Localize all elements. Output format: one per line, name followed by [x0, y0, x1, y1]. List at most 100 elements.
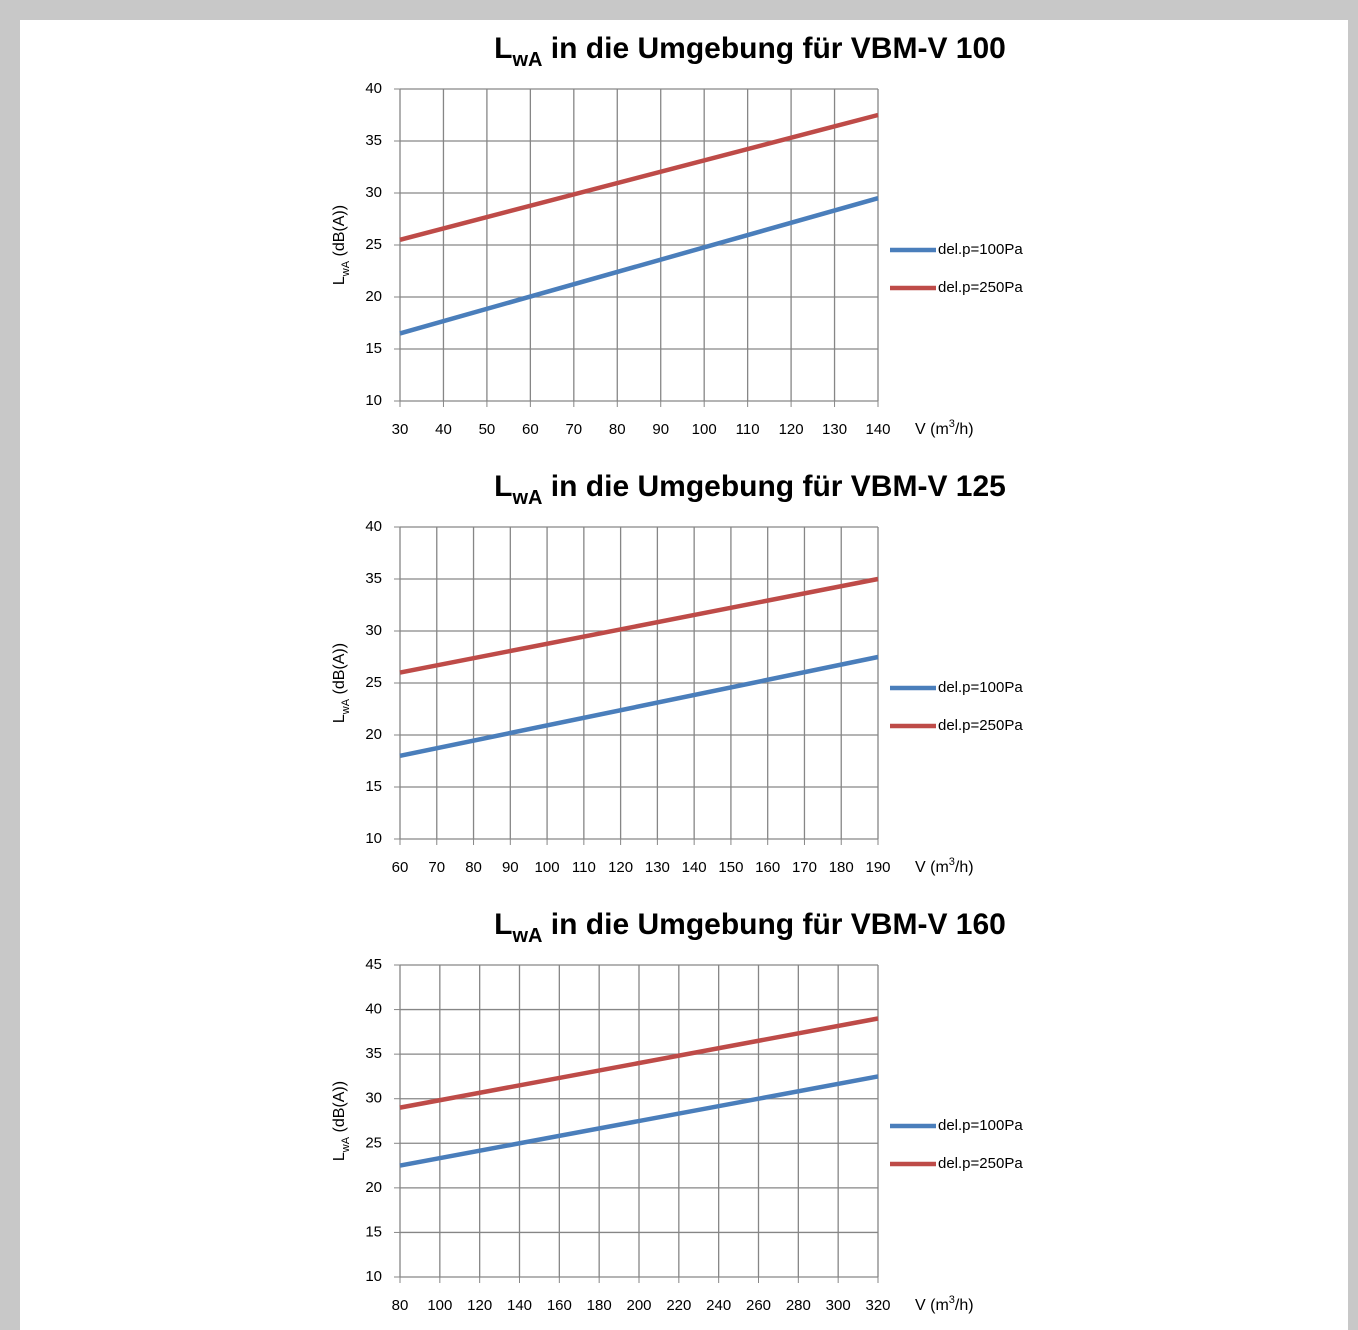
series-line	[399, 1074, 879, 1168]
x-tick-label: 190	[865, 859, 890, 876]
x-axis-label-part: 3	[949, 1294, 955, 1306]
y-axis-label: LwA (dB(A))	[331, 205, 352, 285]
x-axis-label-part: V (m	[915, 421, 949, 438]
x-tick-label: 120	[608, 859, 633, 876]
x-tick-label: 80	[465, 859, 482, 876]
x-tick-label: 120	[779, 421, 804, 438]
x-tick-label: 100	[692, 421, 717, 438]
y-tick-label: 40	[365, 518, 382, 535]
x-tick-label: 180	[587, 1297, 612, 1314]
y-axis-label-part: wA	[340, 260, 352, 277]
chart-title-part: in die Umgebung für VBM-V 100	[542, 32, 1005, 65]
x-tick-label: 300	[826, 1297, 851, 1314]
y-axis-label-part: L	[331, 714, 348, 723]
x-axis-label-part: /h)	[955, 421, 974, 438]
x-axis-label-part: V (m	[915, 1297, 949, 1314]
y-tick-label: 15	[365, 340, 382, 357]
x-axis-label-part: /h)	[955, 1297, 974, 1314]
x-tick-label: 90	[652, 421, 669, 438]
y-tick-label: 30	[365, 622, 382, 639]
x-tick-label: 120	[467, 1297, 492, 1314]
x-tick-label: 130	[645, 859, 670, 876]
x-tick-label: 60	[392, 859, 409, 876]
x-tick-label: 240	[706, 1297, 731, 1314]
legend-label: del.p=250Pa	[938, 279, 1023, 296]
y-tick-label: 35	[365, 1045, 382, 1062]
y-axis-label-part: (dB(A))	[331, 205, 348, 261]
x-axis-label-part: V (m	[915, 859, 949, 876]
x-tick-label: 130	[822, 421, 847, 438]
x-tick-label: 160	[547, 1297, 572, 1314]
y-tick-label: 45	[365, 956, 382, 973]
x-tick-label: 80	[609, 421, 626, 438]
y-tick-label: 15	[365, 778, 382, 795]
y-tick-label: 40	[365, 80, 382, 97]
x-tick-label: 100	[535, 859, 560, 876]
y-axis-label-part: L	[331, 1152, 348, 1161]
x-tick-label: 180	[829, 859, 854, 876]
chart-title: LwA in die Umgebung für VBM-V 160	[494, 908, 1006, 947]
x-tick-label: 140	[682, 859, 707, 876]
series-line	[399, 1016, 879, 1110]
x-tick-label: 220	[666, 1297, 691, 1314]
x-tick-label: 110	[572, 859, 596, 876]
x-tick-label: 80	[392, 1297, 409, 1314]
y-tick-label: 20	[365, 726, 382, 743]
chart-title-part: wA	[511, 487, 542, 509]
x-tick-label: 150	[718, 859, 743, 876]
x-tick-label: 260	[746, 1297, 771, 1314]
x-tick-label: 40	[435, 421, 452, 438]
legend-label: del.p=100Pa	[938, 679, 1023, 696]
y-axis-label-part: L	[331, 276, 348, 285]
y-tick-label: 35	[365, 570, 382, 587]
legend-label: del.p=100Pa	[938, 1117, 1023, 1134]
x-tick-label: 280	[786, 1297, 811, 1314]
y-tick-label: 30	[365, 184, 382, 201]
chart-title-part: L	[494, 908, 512, 941]
y-tick-label: 10	[365, 392, 382, 409]
y-axis-label: LwA (dB(A))	[331, 1081, 352, 1161]
legend-label: del.p=250Pa	[938, 717, 1023, 734]
y-tick-label: 20	[365, 1179, 382, 1196]
chart-title-part: wA	[511, 49, 542, 71]
y-axis-label-part: wA	[340, 1136, 352, 1153]
x-tick-label: 30	[392, 421, 409, 438]
y-tick-label: 15	[365, 1223, 382, 1240]
y-tick-label: 35	[365, 132, 382, 149]
x-tick-label: 200	[626, 1297, 651, 1314]
x-tick-label: 110	[736, 421, 760, 438]
background	[20, 20, 1348, 1330]
chart-title: LwA in die Umgebung für VBM-V 125	[494, 470, 1006, 509]
legend-label: del.p=250Pa	[938, 1155, 1023, 1172]
y-axis-label-part: (dB(A))	[331, 1081, 348, 1137]
x-tick-label: 50	[479, 421, 496, 438]
x-tick-label: 100	[427, 1297, 452, 1314]
y-tick-label: 10	[365, 830, 382, 847]
x-tick-label: 70	[565, 421, 582, 438]
x-tick-label: 170	[792, 859, 817, 876]
chart-title-part: L	[494, 32, 512, 65]
y-tick-label: 25	[365, 236, 382, 253]
x-axis-label: V (m3/h)	[915, 418, 974, 438]
x-tick-label: 140	[865, 421, 890, 438]
x-tick-label: 90	[502, 859, 519, 876]
y-axis-label: LwA (dB(A))	[331, 643, 352, 723]
chart-title-part: L	[494, 470, 512, 503]
legend-label: del.p=100Pa	[938, 241, 1023, 258]
chart-title-part: in die Umgebung für VBM-V 160	[542, 908, 1005, 941]
chart-title-part: wA	[511, 925, 542, 947]
x-tick-label: 320	[865, 1297, 890, 1314]
y-tick-label: 25	[365, 674, 382, 691]
series-line	[399, 654, 879, 759]
y-tick-label: 10	[365, 1268, 382, 1285]
x-axis-label-part: /h)	[955, 859, 974, 876]
series-line	[399, 576, 879, 675]
y-tick-label: 25	[365, 1134, 382, 1151]
chart-title-part: in die Umgebung für VBM-V 125	[542, 470, 1005, 503]
x-tick-label: 160	[755, 859, 780, 876]
chart-title: LwA in die Umgebung für VBM-V 100	[494, 32, 1006, 71]
x-tick-label: 140	[507, 1297, 532, 1314]
x-axis-label-part: 3	[949, 856, 955, 868]
y-axis-label-part: (dB(A))	[331, 643, 348, 699]
